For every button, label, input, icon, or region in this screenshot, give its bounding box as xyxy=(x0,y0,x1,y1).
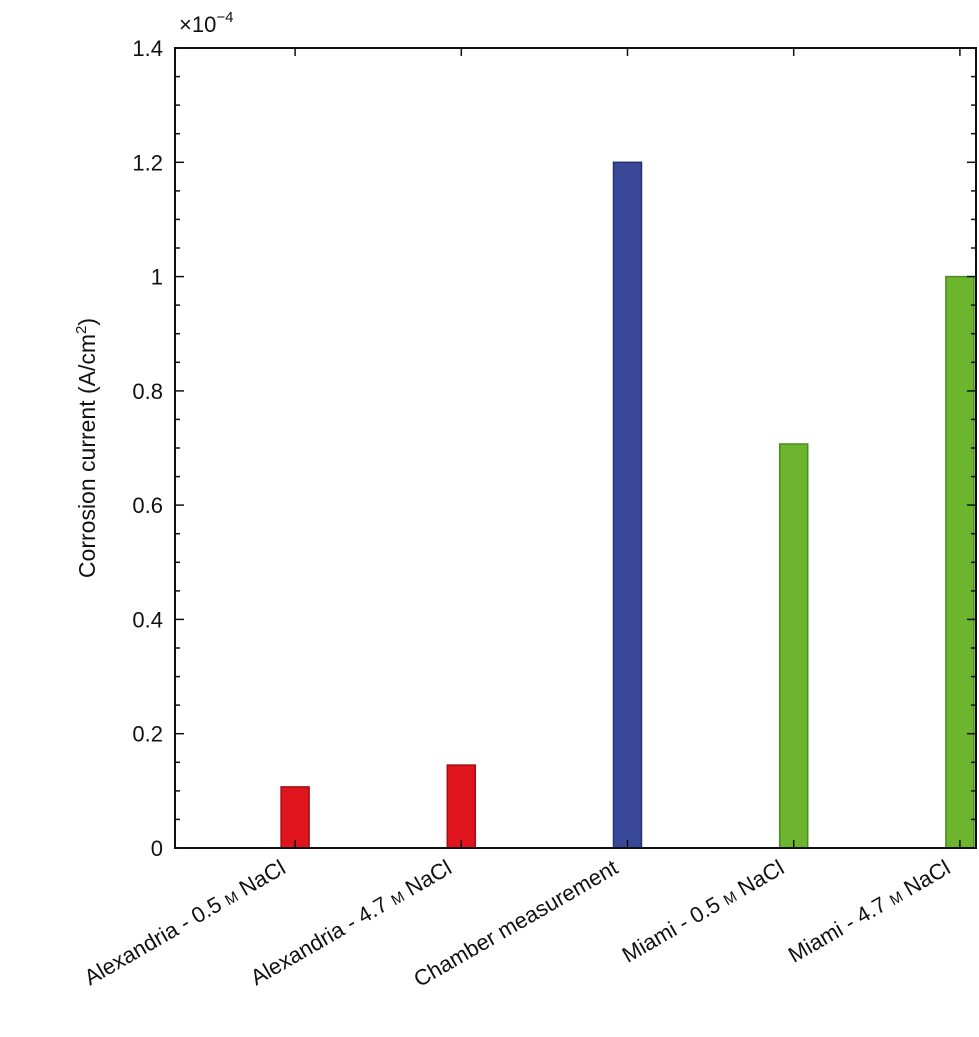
labels-layer: 0 0.2 0.4 0.6 0.8 1 1.2 1.4 ×10−4 Corrosion curre… xyxy=(73,9,954,992)
bar xyxy=(778,443,809,849)
y-tick-label: 1 xyxy=(151,265,163,290)
y-tick-label: 0.4 xyxy=(132,607,163,632)
bar xyxy=(280,786,310,849)
y-tick-label: 0.2 xyxy=(132,722,163,747)
axes-layer xyxy=(174,47,977,849)
y-tick-label: 1.4 xyxy=(132,36,163,61)
y-tick-label: 0.8 xyxy=(132,379,163,404)
y-axis-label: Corrosion current (A/cm2) xyxy=(73,318,100,578)
bar xyxy=(446,764,477,849)
y-tick-label: 1.2 xyxy=(132,150,163,175)
bar xyxy=(612,161,643,849)
y-multiplier-label: ×10−4 xyxy=(179,9,233,37)
bar xyxy=(945,275,975,849)
x-category-label: Miami - 4.7 M NaCl xyxy=(784,855,954,968)
y-tick-label: 0.6 xyxy=(132,493,163,518)
plot-frame xyxy=(174,47,977,849)
bars-layer xyxy=(280,161,975,849)
x-category-label: Miami - 0.5 M NaCl xyxy=(618,855,788,968)
y-tick-label: 0 xyxy=(151,836,163,861)
